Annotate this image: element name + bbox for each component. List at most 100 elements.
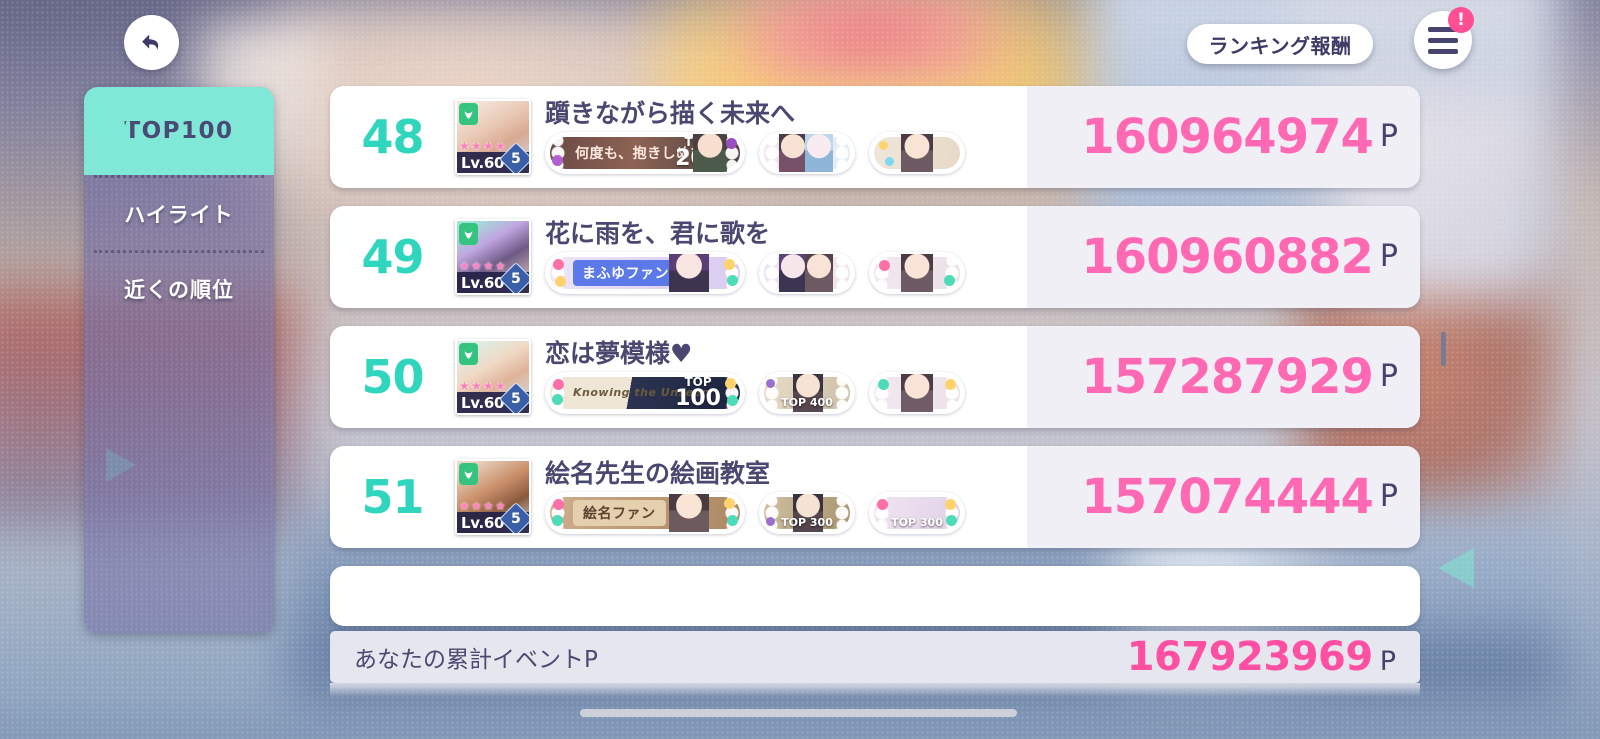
pure-attr-icon (459, 463, 478, 485)
card-stars: ★ ★ ★ ★ (459, 259, 506, 273)
flower-icon (553, 499, 564, 511)
rank-number: 51 (361, 470, 424, 524)
player-info: 花に雨を、君に歌を まふゆファン (531, 220, 1027, 295)
card-thumbnail[interactable]: ★ ★ ★ ★ Lv.60 5 (455, 459, 531, 535)
total-points-value-group: 167923969 P (1127, 634, 1396, 680)
event-rank-small-badge[interactable]: TOP 300 (869, 492, 965, 535)
table-row[interactable]: 50 ★ ★ ★ ★ Lv.60 5 恋は夢模様♥ Knowing the Unsee… (330, 326, 1420, 428)
event-rank-small-badge[interactable]: TOP 300 (759, 492, 855, 535)
sidebar-item-nearby-rank[interactable]: 近くの順位 (84, 253, 274, 325)
total-event-points-bar: あなたの累計イベントP 167923969 P (330, 631, 1420, 683)
flower-icon (552, 515, 563, 527)
badge-label: Knowing the Unseen (573, 386, 710, 400)
chibi-avatar (779, 134, 807, 173)
event-rank-badge[interactable]: Knowing the Unseen TOP 100 (545, 372, 745, 415)
character-badge[interactable] (869, 372, 965, 415)
points-cell: 157074444 P (1027, 446, 1420, 548)
points-value: 160960882 (1081, 229, 1374, 285)
fan-badge-label: 絵名ファン (547, 500, 666, 527)
player-info: 絵名先生の絵画教室 絵名ファン (531, 460, 1027, 535)
character-badge[interactable] (869, 132, 965, 175)
pure-attr-icon (459, 343, 478, 365)
footer-shadow (330, 683, 1420, 697)
points-cell: 160960882 P (1027, 206, 1420, 308)
card-stars: ★ ★ ★ ★ (459, 139, 506, 153)
wreath-left-icon (547, 134, 569, 173)
character-badge[interactable] (759, 132, 855, 175)
fan-badge[interactable]: まふゆファン (545, 252, 745, 295)
badge-rank-small: TOP 300 (781, 516, 833, 530)
table-row[interactable]: 49 ★ ★ ★ ★ Lv.60 5 花に雨を、君に歌を まふゆファン (330, 206, 1420, 308)
points-value: 157074444 (1081, 469, 1374, 525)
wreath-right-icon (831, 134, 853, 173)
flower-icon (726, 138, 737, 150)
pure-attr-icon (459, 103, 478, 125)
table-row[interactable]: 48 ★★★★ Lv.60 5 躓きながら描く未来へ 何度も、抱きしめて TOP… (330, 86, 1420, 188)
fan-badge-label: まふゆファン (547, 260, 678, 287)
points-cell: 160964974 P (1027, 86, 1420, 188)
card-thumbnail[interactable]: ★ ★ ★ ★ Lv.60 5 (455, 219, 531, 295)
scroll-indicator[interactable] (1441, 332, 1446, 366)
badge-group: まふゆファン (545, 252, 1027, 295)
deco-triangle-right (1438, 548, 1474, 588)
badge-rank-small: TOP 400 (781, 396, 833, 410)
player-info: 恋は夢模様♥ Knowing the Unseen TOP 100 (531, 340, 1027, 415)
badge-label: 何度も、抱きしめて (575, 146, 706, 163)
card-thumbnail[interactable]: ★ ★ ★ ★ Lv.60 5 (455, 339, 531, 415)
badge-group: 何度も、抱きしめて TOP 200 (545, 132, 1027, 175)
flower-icon (727, 395, 738, 407)
flower-icon (552, 155, 563, 167)
badge-group: Knowing the Unseen TOP 100 (545, 372, 1027, 415)
ranking-reward-button[interactable]: ランキング報酬 (1187, 24, 1373, 64)
flower-icon (724, 259, 735, 271)
hamburger-menu-icon (1428, 48, 1458, 54)
card-thumbnail[interactable]: ★ ★ ★ ★ Lv.60 5 (455, 99, 531, 175)
badge-rank-small: TOP 300 (891, 516, 943, 530)
chibi-avatar (793, 374, 823, 413)
ranking-list[interactable]: 48 ★★★★ Lv.60 5 躓きながら描く未来へ 何度も、抱きしめて TOP… (330, 86, 1420, 631)
flower-icon (879, 260, 890, 272)
flower-icon (879, 141, 888, 151)
back-arrow-icon (137, 28, 167, 58)
wreath-right-icon (831, 374, 853, 413)
character-badge[interactable] (869, 252, 965, 295)
card-stars: ★ ★ ★ ★ (459, 379, 506, 393)
sidebar-item-label: TOP100 (124, 118, 234, 144)
player-name: 躓きながら描く未来へ (545, 99, 796, 128)
flower-icon (945, 499, 956, 511)
flower-icon (766, 517, 775, 527)
chibi-avatar (901, 134, 933, 173)
event-rank-small-badge[interactable]: TOP 400 (759, 372, 855, 415)
ranking-reward-label: ランキング報酬 (1208, 33, 1352, 58)
character-badge[interactable] (759, 252, 855, 295)
notification-badge: ! (1448, 7, 1474, 33)
fan-badge[interactable]: 絵名ファン (545, 492, 745, 535)
flower-icon (766, 379, 775, 389)
table-row[interactable]: 51 ★ ★ ★ ★ Lv.60 5 絵名先生の絵画教室 絵名ファン (330, 446, 1420, 548)
table-row[interactable] (330, 566, 1420, 626)
points-value: 160964974 (1081, 109, 1374, 165)
flower-icon (555, 276, 566, 288)
hamburger-menu-icon (1428, 37, 1458, 43)
wreath-right-icon (831, 254, 853, 293)
menu-button[interactable]: ! (1414, 7, 1474, 69)
wreath-right-icon (941, 254, 963, 293)
player-info: 躓きながら描く未来へ 何度も、抱きしめて TOP 200 (531, 100, 1027, 175)
chibi-avatar (901, 254, 933, 293)
sidebar-item-top100[interactable]: TOP100 (84, 87, 274, 175)
card-stars: ★ ★ ★ ★ (459, 499, 506, 513)
chibi-avatar (669, 254, 709, 293)
home-indicator[interactable] (580, 709, 1017, 717)
points-value: 157287929 (1081, 349, 1374, 405)
wreath-left-icon (761, 134, 783, 173)
flower-icon (727, 515, 738, 527)
wreath-right-icon (831, 494, 853, 533)
sidebar-item-highlight[interactable]: ハイライト (84, 178, 274, 250)
halftone-decor (84, 87, 132, 175)
back-button[interactable] (124, 15, 179, 70)
cool-attr-icon (459, 223, 478, 245)
event-rank-badge[interactable]: 何度も、抱きしめて TOP 200 (545, 132, 745, 175)
player-name: 花に雨を、君に歌を (545, 219, 771, 248)
flower-icon (944, 275, 955, 287)
flower-icon (878, 379, 889, 391)
